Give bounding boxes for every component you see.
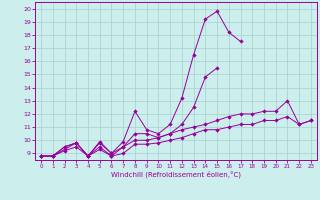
X-axis label: Windchill (Refroidissement éolien,°C): Windchill (Refroidissement éolien,°C) [111,171,241,178]
